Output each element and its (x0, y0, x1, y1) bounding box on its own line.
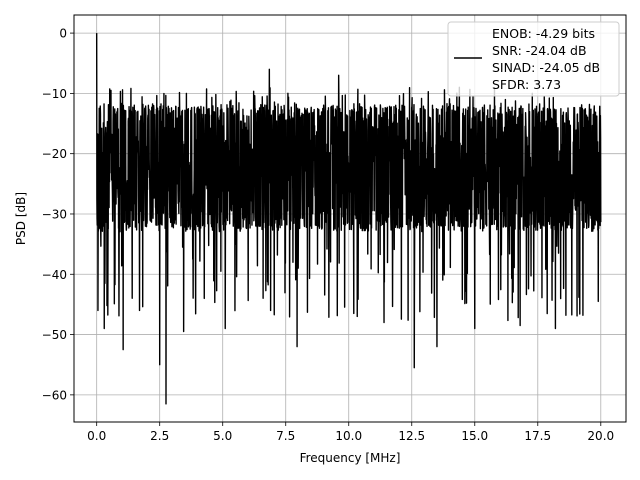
y-tick-label: −20 (42, 147, 67, 161)
legend-sfdr: SFDR: 3.73 (492, 77, 561, 92)
legend-snr: SNR: -24.04 dB (492, 43, 587, 58)
series-layer (95, 33, 602, 405)
x-tick-label: 5.0 (213, 429, 232, 443)
x-tick-label: 0.0 (87, 429, 106, 443)
y-tick-label: −60 (42, 388, 67, 402)
y-axis-label: PSD [dB] (14, 192, 28, 245)
x-tick-label: 2.5 (150, 429, 169, 443)
y-tick-label: −30 (42, 207, 67, 221)
y-axis-ticks: 0 −10 −20 −30 −40 −50 −60 (42, 27, 74, 402)
y-tick-label: −10 (42, 87, 67, 101)
legend: ENOB: -4.29 bits SNR: -24.04 dB SINAD: -… (447, 21, 620, 97)
y-tick-label: 0 (59, 27, 67, 41)
y-tick-label: −50 (42, 328, 67, 342)
legend-sinad: SINAD: -24.05 dB (492, 60, 600, 75)
plot-frame (73, 14, 627, 423)
x-tick-label: 10.0 (335, 429, 362, 443)
psd-series-line (95, 33, 602, 405)
x-tick-label: 15.0 (461, 429, 488, 443)
x-axis-label: Frequency [MHz] (300, 451, 401, 465)
x-tick-label: 17.5 (524, 429, 551, 443)
legend-box (447, 21, 620, 97)
x-tick-label: 12.5 (398, 429, 425, 443)
legend-enob: ENOB: -4.29 bits (492, 26, 595, 41)
y-tick-label: −40 (42, 268, 67, 282)
x-tick-label: 7.5 (276, 429, 295, 443)
x-axis-ticks: 0.0 2.5 5.0 7.5 10.0 12.5 15.0 17.5 20.0 (87, 422, 614, 443)
x-tick-label: 20.0 (587, 429, 614, 443)
